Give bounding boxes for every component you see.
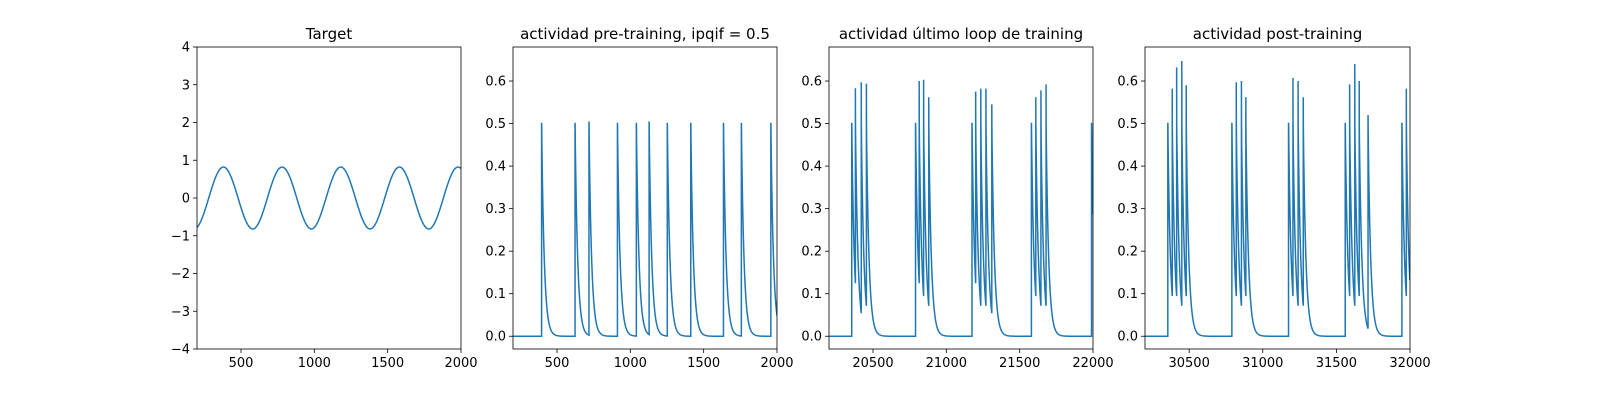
y-tick-label: 0.1 [485,287,506,302]
y-tick-label: 0.2 [485,245,506,260]
x-tick-label: 2000 [760,356,793,371]
y-tick-label: 0.1 [1117,287,1138,302]
y-tick-label: 4 [182,41,190,56]
y-tick-label: 0.6 [801,75,822,90]
y-tick-label: 0.5 [801,117,822,132]
series-line-0-0 [197,166,461,230]
y-tick-label: 0.4 [801,160,822,175]
series-line-1-0 [513,121,777,338]
axes-frame [828,46,1094,350]
y-tick-label: 0.2 [1117,245,1138,260]
axes-frame [196,46,462,350]
y-tick-label: 0.6 [1117,75,1138,90]
y-tick-label: 0.0 [1117,330,1138,345]
y-tick-label: 0.2 [801,245,822,260]
x-tick-label: 1500 [687,356,720,371]
y-tick-label: 0.4 [1117,160,1138,175]
y-tick-label: 0.5 [485,117,506,132]
y-tick-label: 0.0 [801,330,822,345]
x-tick-label: 1000 [298,356,331,371]
y-tick-label: 0 [182,192,190,207]
y-tick-label: −1 [171,229,190,244]
subplot-post-training: 30500 31000 31500 32000 0.0 0.1 0.2 0.3 0.4 0.5 0.… [1117,25,1430,371]
axes-frame [512,46,778,350]
y-tick-label: 0.3 [1117,202,1138,217]
y-tick-label: −3 [171,305,190,320]
x-tick-label: 30500 [1168,356,1209,371]
axes-frame [1144,46,1411,350]
subplot-pre-training: 500 1000 1500 2000 0.0 0.1 0.2 0.3 0.4 0.5 0.6 acti… [485,25,793,371]
y-tick-label: 0.3 [485,202,506,217]
y-tick-label: 1 [182,154,190,169]
chart-title: Target [305,25,353,43]
x-tick-label: 21000 [926,356,967,371]
y-tick-label: 0.6 [485,75,506,90]
x-tick-label: 31500 [1316,356,1357,371]
x-tick-label: 22000 [1072,356,1113,371]
x-tick-label: 2000 [444,356,477,371]
x-tick-label: 500 [229,356,254,371]
y-tick-label: 3 [182,78,190,93]
x-tick-label: 500 [545,356,570,371]
y-tick-label: 0.1 [801,287,822,302]
y-tick-label: −2 [171,267,190,282]
x-tick-label: 31000 [1242,356,1283,371]
chart-title: actividad post-training [1193,25,1362,43]
chart-title: actividad último loop de training [839,25,1083,43]
x-tick-label: 21500 [999,356,1040,371]
y-tick-label: 0.3 [801,202,822,217]
subplot-target: 500 1000 1500 2000 −4 −3 −2 −1 0 1 2 3 4 Target [171,25,478,371]
x-tick-label: 32000 [1389,356,1430,371]
x-tick-label: 1000 [614,356,647,371]
y-tick-label: 2 [182,116,190,131]
series-line-3-0 [1145,61,1410,337]
series-line-2-0 [829,79,1093,337]
y-tick-label: 0.0 [485,330,506,345]
x-tick-label: 20500 [852,356,893,371]
y-tick-label: 0.5 [1117,117,1138,132]
x-tick-label: 1500 [371,356,404,371]
y-tick-label: −4 [171,343,190,358]
subplot-last-training-loop: 20500 21000 21500 22000 0.0 0.1 0.2 0.3 0.4 0.5 0.… [801,25,1113,371]
y-tick-label: 0.4 [485,160,506,175]
chart-title: actividad pre-training, ipqif = 0.5 [520,25,770,43]
